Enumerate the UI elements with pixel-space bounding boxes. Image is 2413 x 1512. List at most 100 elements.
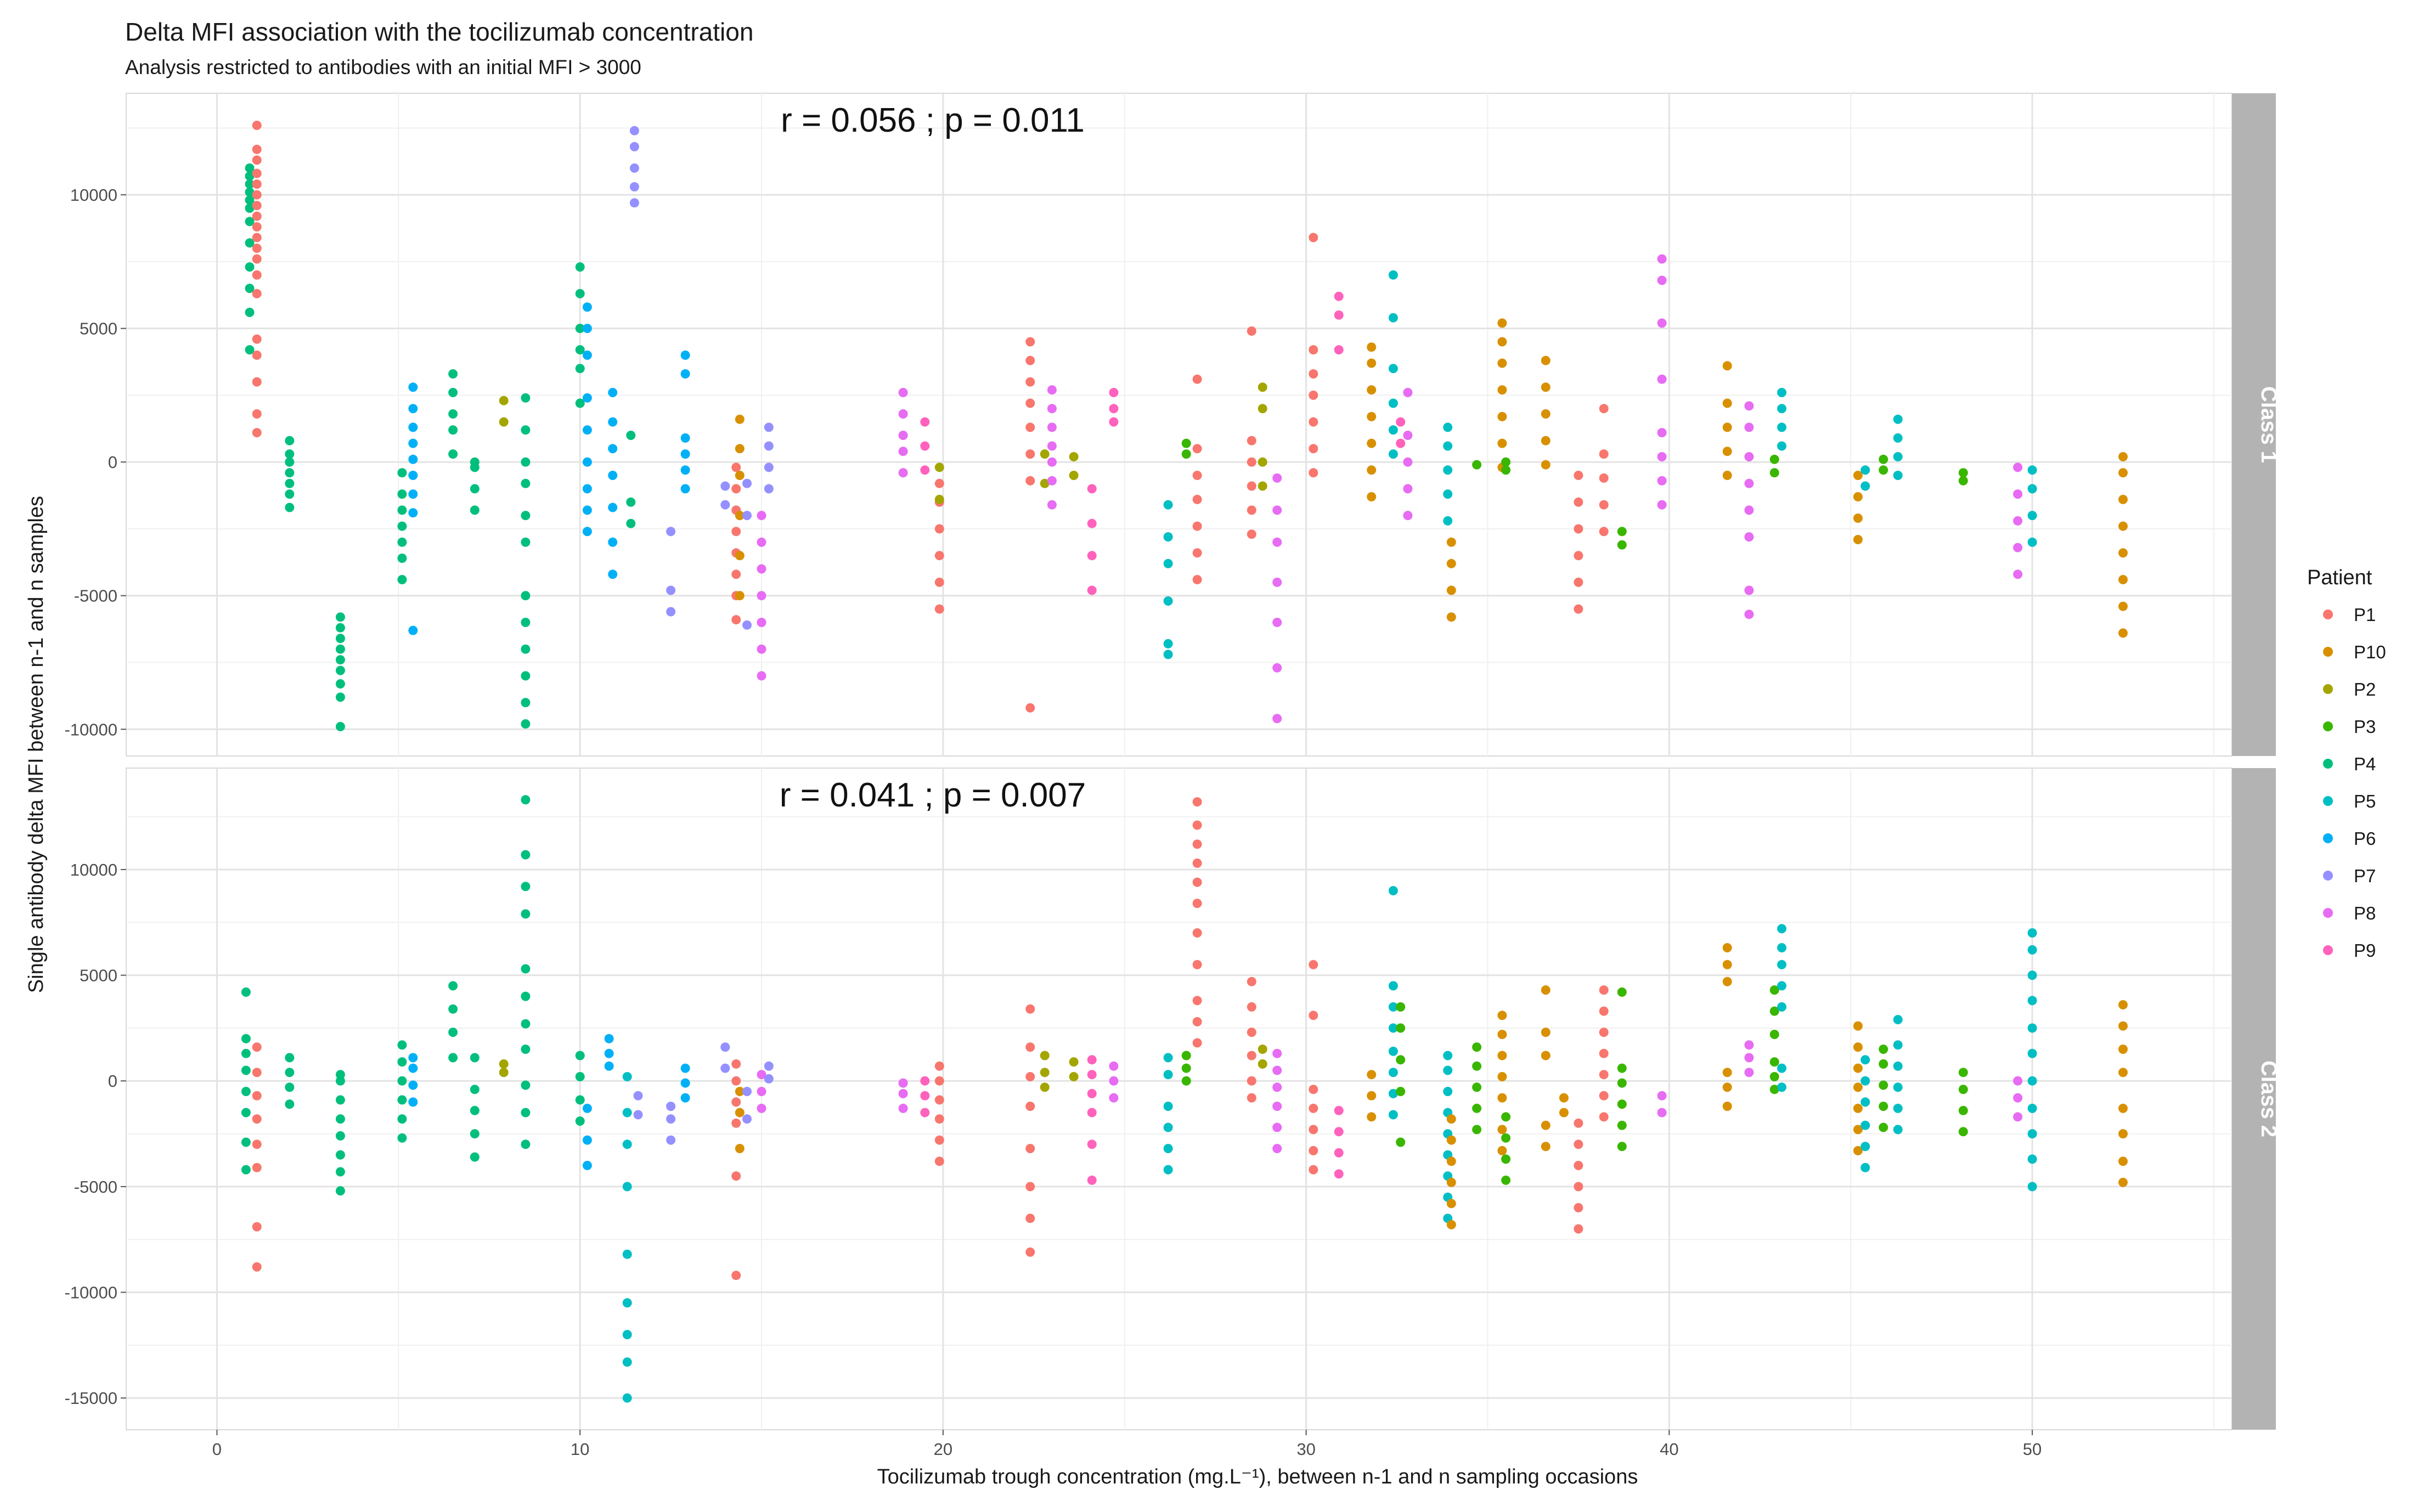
- data-point: [1574, 577, 1583, 587]
- data-point: [1309, 1103, 1318, 1113]
- data-point: [245, 204, 255, 213]
- data-point: [934, 1156, 944, 1166]
- data-point: [1879, 1059, 1888, 1069]
- legend-marker: [2323, 721, 2333, 731]
- data-point: [934, 1114, 944, 1124]
- data-point: [1497, 411, 1507, 421]
- data-point: [408, 1080, 418, 1090]
- data-point: [1722, 471, 1732, 480]
- data-point: [1396, 1055, 1406, 1065]
- data-point: [934, 604, 944, 614]
- data-point: [1443, 1087, 1453, 1096]
- data-point: [1777, 1002, 1786, 1012]
- data-point: [448, 369, 458, 379]
- data-point: [1047, 476, 1057, 486]
- data-point: [582, 527, 592, 537]
- data-point: [934, 462, 944, 472]
- data-point: [1403, 511, 1413, 521]
- data-point: [1599, 1112, 1609, 1122]
- data-point: [731, 615, 741, 625]
- data-point: [2118, 521, 2128, 531]
- data-point: [934, 524, 944, 534]
- data-point: [1893, 452, 1903, 461]
- data-point: [1087, 551, 1097, 561]
- data-point: [1777, 943, 1786, 952]
- data-point: [622, 1357, 632, 1367]
- data-point: [1769, 1085, 1779, 1094]
- data-point: [241, 1137, 251, 1147]
- data-point: [1025, 1072, 1035, 1081]
- data-point: [521, 1045, 531, 1054]
- data-point: [408, 422, 418, 432]
- data-point: [285, 468, 295, 478]
- data-point: [1109, 1093, 1119, 1103]
- data-point: [2027, 511, 2037, 521]
- data-point: [1040, 449, 1050, 459]
- data-point: [1396, 1137, 1406, 1147]
- data-point: [521, 511, 531, 521]
- data-point: [731, 1271, 741, 1280]
- data-point: [397, 1133, 407, 1143]
- data-point: [1777, 1063, 1786, 1073]
- data-point: [1025, 1247, 1035, 1257]
- data-point: [1879, 1122, 1888, 1132]
- data-point: [252, 1042, 262, 1052]
- data-point: [1574, 1224, 1583, 1234]
- data-point: [521, 1080, 531, 1090]
- data-point: [1388, 1023, 1398, 1033]
- data-point: [1181, 449, 1191, 459]
- data-point: [735, 1144, 745, 1153]
- data-point: [1309, 444, 1318, 454]
- data-point: [1272, 537, 1282, 547]
- data-point: [252, 1114, 262, 1124]
- data-point: [1472, 1061, 1482, 1071]
- data-point: [1497, 1011, 1507, 1020]
- data-point: [608, 537, 618, 547]
- data-point: [1388, 313, 1398, 323]
- data-point: [1309, 1125, 1318, 1135]
- data-point: [1192, 494, 1202, 504]
- data-point: [1025, 377, 1035, 387]
- data-point: [757, 671, 766, 681]
- data-point: [2027, 1048, 2037, 1058]
- data-point: [764, 1061, 774, 1071]
- data-point: [521, 850, 531, 860]
- data-point: [1192, 996, 1202, 1006]
- data-point: [582, 393, 592, 403]
- data-point: [1272, 714, 1282, 724]
- data-point: [1853, 514, 1863, 523]
- data-point: [920, 1076, 930, 1086]
- data-point: [1657, 500, 1667, 510]
- data-point: [1879, 1102, 1888, 1111]
- data-point: [1744, 1040, 1754, 1050]
- data-point: [1777, 960, 1786, 969]
- data-point: [285, 436, 295, 445]
- data-point: [575, 345, 585, 355]
- data-point: [1744, 1053, 1754, 1063]
- data-point: [1025, 1182, 1035, 1192]
- data-point: [1025, 1004, 1035, 1014]
- data-point: [629, 163, 639, 173]
- facet-strip: [2232, 768, 2276, 1430]
- data-point: [1861, 1142, 1870, 1152]
- data-point: [742, 1114, 752, 1124]
- data-point: [1047, 422, 1057, 432]
- data-point: [397, 1057, 407, 1067]
- data-point: [1025, 476, 1035, 486]
- data-point: [1879, 465, 1888, 475]
- data-point: [1069, 471, 1079, 480]
- data-point: [735, 471, 745, 480]
- data-point: [2027, 1182, 2037, 1192]
- data-point: [1657, 1108, 1667, 1118]
- data-point: [1958, 1085, 1968, 1094]
- data-point: [1047, 404, 1057, 414]
- data-point: [1574, 551, 1583, 561]
- data-point: [1446, 1156, 1456, 1166]
- data-point: [2118, 452, 2128, 461]
- data-point: [1396, 417, 1406, 427]
- data-point: [582, 505, 592, 515]
- data-point: [470, 457, 480, 467]
- data-point: [252, 1091, 262, 1101]
- data-point: [335, 1070, 345, 1080]
